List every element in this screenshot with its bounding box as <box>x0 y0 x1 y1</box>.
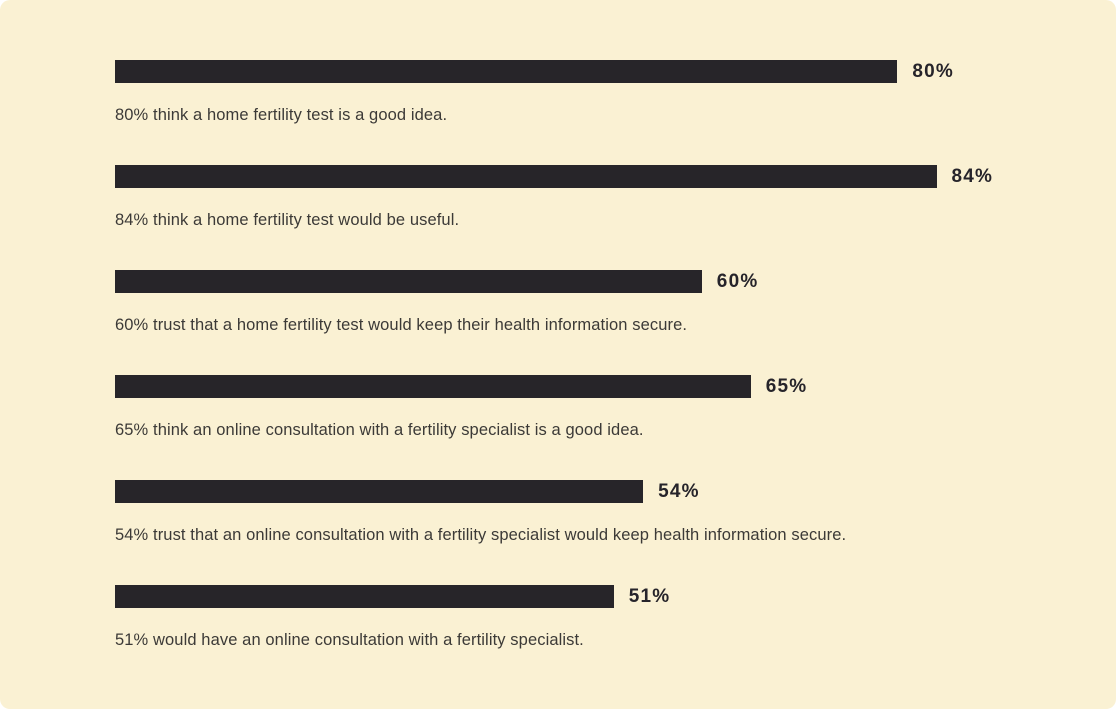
bar-row: 84% 84% think a home fertility test woul… <box>115 165 1093 270</box>
bar-value-label: 65% <box>765 376 808 397</box>
bar-line: 51% <box>115 585 1093 608</box>
bar-caption: 54% trust that an online consultation wi… <box>115 526 847 544</box>
bar <box>115 585 614 608</box>
bar <box>115 480 644 503</box>
bar-row: 80% 80% think a home fertility test is a… <box>115 60 1093 165</box>
bar <box>115 375 751 398</box>
bar-row: 60% 60% trust that a home fertility test… <box>115 270 1093 375</box>
bar-caption: 65% think an online consultation with a … <box>115 421 644 439</box>
bar-row: 54% 54% trust that an online consultatio… <box>115 480 1093 585</box>
bar-line: 80% <box>115 60 1093 83</box>
bar-row: 65% 65% think an online consultation wit… <box>115 375 1093 480</box>
bar-row: 51% 51% would have an online consultatio… <box>115 585 1093 690</box>
bar-line: 54% <box>115 480 1093 503</box>
bar-value-label: 51% <box>628 586 671 607</box>
bar-value-label: 84% <box>951 166 994 187</box>
bar <box>115 270 702 293</box>
bar <box>115 165 937 188</box>
bar-value-label: 80% <box>912 61 955 82</box>
bar-value-label: 60% <box>716 271 759 292</box>
bar-caption: 80% think a home fertility test is a goo… <box>115 106 448 124</box>
bar-value-label: 54% <box>658 481 700 502</box>
bar-caption: 60% trust that a home fertility test wou… <box>115 316 688 334</box>
bar-caption: 51% would have an online consultation wi… <box>115 631 584 649</box>
bar-caption: 84% think a home fertility test would be… <box>115 211 460 229</box>
bar-line: 60% <box>115 270 1093 293</box>
bar-line: 65% <box>115 375 1093 398</box>
bar-line: 84% <box>115 165 1093 188</box>
bar-chart: 80% 80% think a home fertility test is a… <box>115 60 1093 690</box>
bar <box>115 60 898 83</box>
